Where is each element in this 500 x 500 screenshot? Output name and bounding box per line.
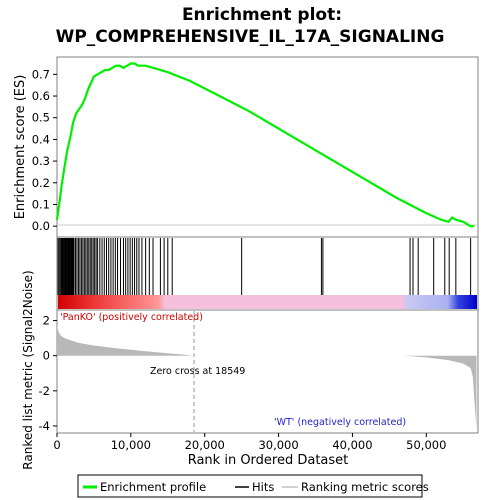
zero-cross-label: Zero cross at 18549 [150, 366, 245, 377]
enrichment-profile-line [55, 62, 475, 228]
x-axis-ticks: 0 10,000 20,000 30,000 40,000 50,000 [53, 433, 446, 452]
x-tick-label: 0 [53, 438, 60, 452]
legend-profile-label: Enrichment profile [100, 480, 206, 494]
positive-correlation-label: 'PanKO' (positively correlated) [60, 312, 203, 323]
x-axis-label: Rank in Ordered Dataset [188, 453, 349, 468]
legend-box [77, 474, 423, 498]
es-y-tick-label: 0.3 [32, 154, 50, 168]
es-y-tick-label: 0.0 [32, 219, 50, 233]
es-y-tick-label: 0.2 [32, 176, 50, 190]
metric-y-tick-label: -4 [39, 419, 50, 433]
es-y-tick-label: 0.6 [32, 89, 50, 103]
es-curve-group [55, 62, 475, 228]
enrichment-panel: 0.0 0.1 0.2 0.3 0.4 0.5 0.6 0.7 Enrichment scor… [13, 56, 479, 238]
chart-title-line2: WP_COMPREHENSIVE_IL_17A_SIGNALING [56, 27, 445, 47]
metric-y-tick-label: 2 [43, 314, 50, 328]
legend-hits-label: Hits [252, 480, 274, 494]
es-y-tick-label: 0.7 [32, 67, 50, 81]
es-y-tick-label: 0.1 [32, 197, 50, 211]
es-y-tick-label: 0.4 [32, 132, 50, 146]
x-tick-label: 20,000 [185, 438, 225, 452]
metric-y-tick-label: 0 [43, 349, 50, 363]
x-tick-label: 50,000 [406, 438, 446, 452]
es-y-tick-label: 0.5 [32, 111, 50, 125]
legend-metric-label: Ranking metric scores [301, 480, 429, 494]
x-tick-label: 30,000 [258, 438, 298, 452]
metric-frame [56, 309, 479, 434]
es-y-ticks: 0.0 0.1 0.2 0.3 0.4 0.5 0.6 0.7 [32, 67, 57, 233]
x-tick-label: 10,000 [111, 438, 151, 452]
hits-panel [56, 236, 479, 311]
metric-y-axis-label: Ranked list metric (Signal2Noise) [21, 270, 35, 469]
metric-y-ticks: -4 -2 0 2 [39, 314, 57, 433]
hit-lines [57, 238, 472, 295]
es-y-axis-label: Enrichment score (ES) [13, 75, 28, 220]
negative-correlation-label: 'WT' (negatively correlated) [274, 417, 406, 428]
metric-panel: -4 -2 0 2 Zero cross at 18549 'PanKO' (posi… [21, 270, 479, 470]
metric-y-tick-label: -2 [39, 384, 50, 398]
enrichment-frame [56, 56, 479, 238]
chart-title-line1: Enrichment plot: [182, 5, 342, 25]
legend: Enrichment profile Hits Ranking metric s… [77, 474, 429, 498]
x-tick-label: 40,000 [332, 438, 372, 452]
rank-color-bar [58, 295, 477, 309]
